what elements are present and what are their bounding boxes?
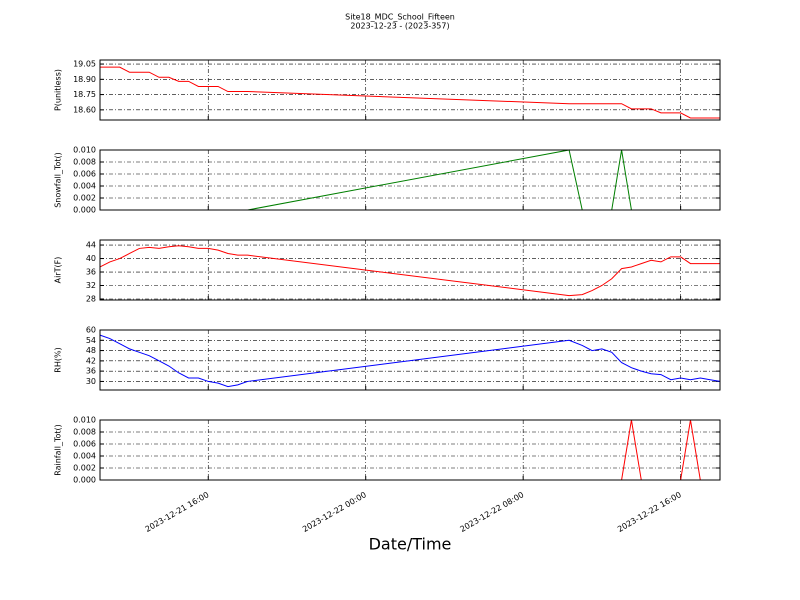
y-tick-label: 0.010 bbox=[73, 416, 96, 425]
plot-frame bbox=[99, 239, 721, 301]
y-tick-label: 40 bbox=[86, 254, 96, 263]
y-tick-label: 0.006 bbox=[73, 440, 96, 449]
data-line bbox=[99, 334, 721, 388]
y-tick-label: 54 bbox=[86, 336, 96, 345]
y-tick-label: 0.000 bbox=[73, 476, 96, 485]
data-line bbox=[100, 66, 720, 119]
y-axis-label: Rainfall_Tot() bbox=[54, 424, 63, 476]
y-tick-label: 0.002 bbox=[73, 194, 96, 203]
chart-subtitle: 2023-12-23 - (2023-357) bbox=[350, 22, 449, 31]
y-tick-label: 0.006 bbox=[73, 170, 96, 179]
y-tick-label: 18.90 bbox=[73, 75, 96, 84]
plot-frame bbox=[99, 329, 721, 391]
plot-frame bbox=[99, 59, 721, 121]
y-tick-label: 0.008 bbox=[73, 428, 96, 437]
y-tick-label: 36 bbox=[86, 268, 96, 277]
y-tick-label: 0.004 bbox=[73, 182, 96, 191]
y-axis-label: AirT(F) bbox=[54, 257, 63, 284]
plot-frame bbox=[99, 149, 721, 211]
y-tick-label: 48 bbox=[86, 346, 96, 355]
y-axis-label: RH(%) bbox=[54, 347, 63, 372]
plot-frame bbox=[99, 419, 721, 481]
y-tick-label: 30 bbox=[86, 377, 96, 386]
y-tick-label: 32 bbox=[86, 281, 96, 290]
y-tick-label: 42 bbox=[86, 356, 96, 365]
y-tick-label: 19.05 bbox=[73, 60, 96, 69]
y-tick-label: 0.002 bbox=[73, 464, 96, 473]
y-tick-label: 36 bbox=[86, 367, 96, 376]
data-line bbox=[99, 245, 720, 297]
y-tick-label: 44 bbox=[86, 241, 96, 250]
y-tick-label: 0.000 bbox=[73, 206, 96, 215]
y-tick-label: 0.004 bbox=[73, 452, 96, 461]
y-tick-label: 18.60 bbox=[73, 105, 96, 114]
x-axis-label: Date/Time bbox=[369, 535, 452, 554]
y-tick-label: 0.010 bbox=[73, 146, 96, 155]
chart-title: Site18_MDC_School_Fifteen bbox=[345, 13, 455, 22]
y-axis-label: Snowfall_Tot() bbox=[54, 152, 63, 208]
y-tick-label: 0.008 bbox=[73, 158, 96, 167]
y-tick-label: 18.75 bbox=[73, 90, 96, 99]
y-axis-label: P(unitless) bbox=[54, 69, 63, 111]
y-tick-label: 60 bbox=[86, 326, 96, 335]
y-tick-label: 28 bbox=[86, 294, 96, 303]
